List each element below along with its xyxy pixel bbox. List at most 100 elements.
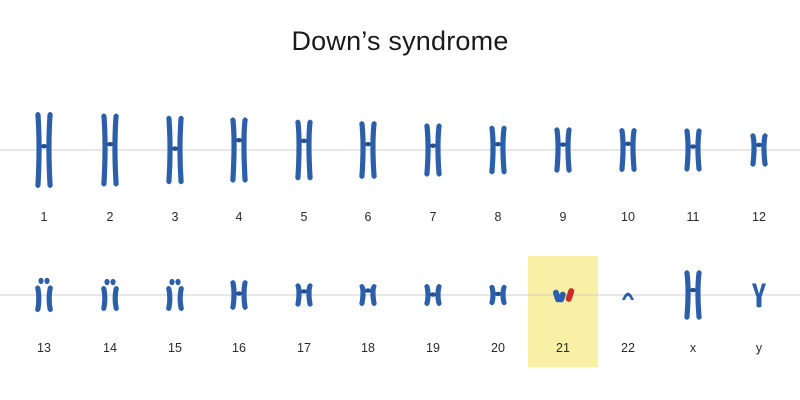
chromosome-12-centromere: [755, 142, 763, 148]
chromosome-5-centromere: [300, 138, 308, 144]
chromosome-16-centromere: [235, 291, 243, 296]
chromosome-13-satellite-left: [38, 277, 44, 285]
chromosome-label-10: 10: [621, 210, 635, 224]
chromosome-19-chromatid-right: [435, 283, 442, 307]
chromosome-label-8: 8: [495, 210, 502, 224]
chromosome-21-copy-2-body: [558, 291, 566, 303]
chromosome-label-16: 16: [232, 341, 246, 355]
chromosome-9: [554, 127, 572, 173]
chromosome-17-centromere: [300, 289, 308, 294]
chromosome-16-chromatid-right: [241, 280, 248, 310]
chromosome-6-centromere: [364, 142, 372, 147]
chromosome-10-centromere: [624, 141, 632, 147]
chromosome-4-centromere: [235, 137, 243, 143]
chromosome-label-14: 14: [103, 341, 117, 355]
chromosome-15-satellite-left: [169, 278, 175, 286]
chromosome-5-chromatid-right: [306, 119, 313, 181]
chromosome-7: [424, 123, 442, 177]
chromosome-14-satellite-left: [104, 278, 110, 286]
chromosome-6-chromatid-left: [359, 121, 366, 179]
chromosome-21: [552, 288, 575, 303]
chromosome-19: [424, 283, 442, 307]
chromosome-13-chromatid-left: [35, 285, 42, 313]
chromosome-12-chromatid-left: [750, 133, 757, 167]
chromosome-label-13: 13: [37, 341, 51, 355]
chromosome-label-15: 15: [168, 341, 182, 355]
chromosome-8-chromatid-right: [500, 125, 507, 175]
chromosome-x-chromatid-right: [695, 270, 702, 320]
chromosome-13: [35, 277, 53, 313]
chromosome-1-chromatid-left: [35, 112, 42, 188]
chromosome-10: [619, 127, 637, 173]
chromosome-5-chromatid-left: [295, 119, 302, 181]
chromosome-label-9: 9: [560, 210, 567, 224]
chromosome-21-extra-copy-body: [565, 288, 575, 302]
chromosome-1: [35, 112, 53, 188]
chromosome-12: [750, 133, 768, 167]
chromosome-14-chromatid-right: [112, 286, 119, 311]
chromosome-label-21: 21: [556, 341, 570, 355]
chromosome-7-chromatid-left: [424, 123, 431, 177]
chromosome-x-centromere: [689, 287, 697, 293]
chromosome-label-y: y: [756, 341, 763, 355]
chromosome-label-2: 2: [107, 210, 114, 224]
chromosome-8: [489, 125, 507, 175]
chromosome-2-chromatid-left: [101, 113, 108, 187]
chromosome-12-chromatid-right: [761, 133, 768, 167]
chromosome-18-chromatid-right: [370, 283, 377, 307]
chromosome-label-22: 22: [621, 341, 635, 355]
chromosome-label-20: 20: [491, 341, 505, 355]
chromosome-5: [295, 119, 313, 181]
chromosome-10-chromatid-left: [619, 127, 626, 173]
chromosome-layer: [35, 112, 768, 320]
chromosome-15: [166, 278, 184, 311]
chromosome-9-chromatid-left: [554, 127, 561, 173]
chromosome-label-4: 4: [236, 210, 243, 224]
chromosome-11-centromere: [689, 144, 697, 149]
chromosome-13-satellite-right: [44, 277, 50, 285]
chromosome-4: [230, 117, 248, 183]
chromosome-4-chromatid-left: [230, 117, 237, 183]
chromosome-11-chromatid-right: [695, 128, 702, 172]
chromosome-9-chromatid-right: [565, 127, 572, 173]
chromosome-15-chromatid-left: [166, 286, 173, 311]
chromosome-6: [359, 121, 377, 179]
chromosome-20-chromatid-right: [500, 284, 507, 306]
chromosome-18-centromere: [364, 288, 372, 293]
chromosome-3-chromatid-right: [177, 115, 184, 185]
chromosome-x: [684, 270, 702, 320]
chromosome-label-5: 5: [301, 210, 308, 224]
chromosome-y-body: [752, 283, 766, 308]
chromosome-13-chromatid-right: [46, 285, 53, 313]
chromosome-16: [230, 280, 248, 310]
chromosome-label-11: 11: [687, 210, 700, 224]
chromosome-14: [101, 278, 119, 311]
chromosome-11-chromatid-left: [684, 128, 691, 172]
chromosome-19-chromatid-left: [424, 283, 431, 307]
chromosome-y: [752, 283, 766, 308]
chromosome-15-satellite-right: [175, 278, 181, 286]
chromosome-1-chromatid-right: [46, 112, 53, 188]
chromosome-18-chromatid-left: [359, 283, 366, 307]
chromosome-label-x: x: [690, 341, 697, 355]
chromosome-22: [622, 292, 634, 300]
chromosome-17-chromatid-right: [306, 283, 313, 307]
chromosome-22-body: [622, 292, 634, 300]
chromosome-17: [295, 283, 313, 307]
chromosome-8-chromatid-left: [489, 125, 496, 175]
chromosome-3: [166, 115, 184, 185]
chromosome-21-extra-copy: [565, 288, 575, 302]
chromosome-10-chromatid-right: [630, 127, 637, 173]
chromosome-20-chromatid-left: [489, 284, 496, 306]
chromosome-3-centromere: [171, 146, 179, 151]
chromosome-label-19: 19: [426, 341, 440, 355]
chromosome-8-centromere: [494, 141, 502, 147]
diagram-title: Down’s syndrome: [291, 26, 509, 56]
chromosome-label-7: 7: [430, 210, 437, 224]
chromosome-15-chromatid-right: [177, 286, 184, 311]
chromosome-14-satellite-right: [110, 278, 116, 286]
chromosome-7-chromatid-right: [435, 123, 442, 177]
chromosome-label-17: 17: [297, 341, 311, 355]
